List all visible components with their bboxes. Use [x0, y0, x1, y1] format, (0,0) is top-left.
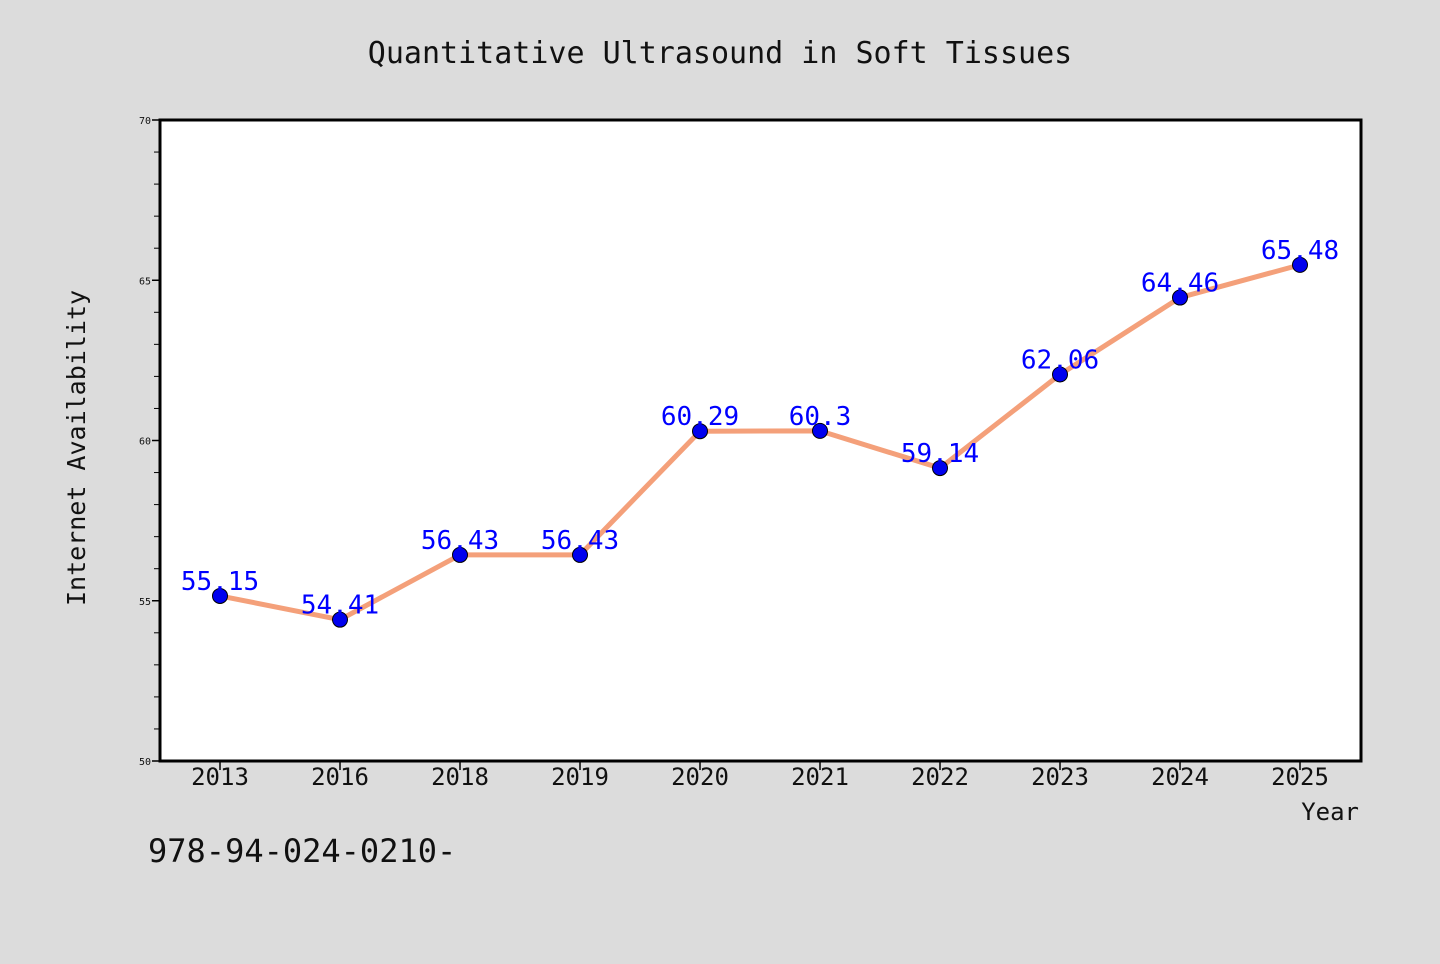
data-label: 56.43 — [541, 526, 619, 556]
data-point — [692, 423, 708, 440]
data-point — [452, 546, 468, 563]
y-tick-label: 65 — [139, 276, 151, 287]
data-label: 62.06 — [1021, 345, 1099, 375]
x-tick-label: 2021 — [791, 763, 849, 791]
x-tick-label: 2025 — [1271, 763, 1329, 791]
chart-title: Quantitative Ultrasound in Soft Tissues — [368, 36, 1072, 71]
data-point — [812, 422, 828, 439]
data-label: 64.46 — [1141, 269, 1219, 299]
data-point — [1172, 289, 1188, 306]
data-label: 60.3 — [789, 402, 852, 432]
x-tick-label: 2019 — [551, 763, 609, 791]
y-tick-label: 70 — [139, 116, 151, 127]
x-axis-label: Year — [1301, 798, 1359, 826]
x-tick-label: 2020 — [671, 763, 729, 791]
y-axis-label: Internet Availability — [62, 290, 91, 606]
data-point — [932, 460, 948, 477]
series-line — [219, 262, 1301, 623]
data-label: 59.14 — [901, 439, 979, 469]
data-point — [212, 587, 228, 604]
x-tick-label: 2013 — [191, 763, 249, 791]
x-tick-label: 2018 — [431, 763, 489, 791]
x-tick-label: 2022 — [911, 763, 969, 791]
y-tick-label: 55 — [139, 597, 151, 608]
plot-area — [158, 118, 1363, 763]
data-label: 65.48 — [1261, 236, 1339, 266]
x-tick-label: 2016 — [311, 763, 369, 791]
y-tick-label: 60 — [139, 437, 151, 448]
data-label: 55.15 — [181, 567, 259, 597]
data-label: 60.29 — [661, 402, 739, 432]
data-label: 54.41 — [301, 591, 379, 621]
data-point — [1292, 256, 1308, 273]
y-tick-label: 50 — [139, 757, 151, 768]
x-tick-label: 2023 — [1031, 763, 1089, 791]
x-tick-label: 2024 — [1151, 763, 1209, 791]
data-point — [1052, 366, 1068, 383]
data-point — [572, 546, 588, 563]
data-point — [332, 611, 348, 628]
data-label: 56.43 — [421, 526, 499, 556]
footer-id: 978-94-024-0210- — [148, 832, 457, 870]
